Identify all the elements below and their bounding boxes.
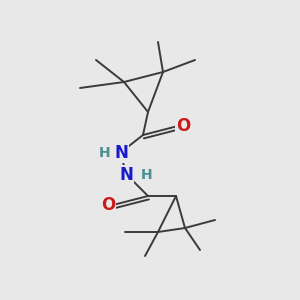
Text: O: O <box>101 196 115 214</box>
Text: O: O <box>176 117 190 135</box>
Text: H: H <box>98 146 110 160</box>
Text: N: N <box>119 166 133 184</box>
Text: H: H <box>141 168 153 182</box>
Text: N: N <box>114 144 128 162</box>
